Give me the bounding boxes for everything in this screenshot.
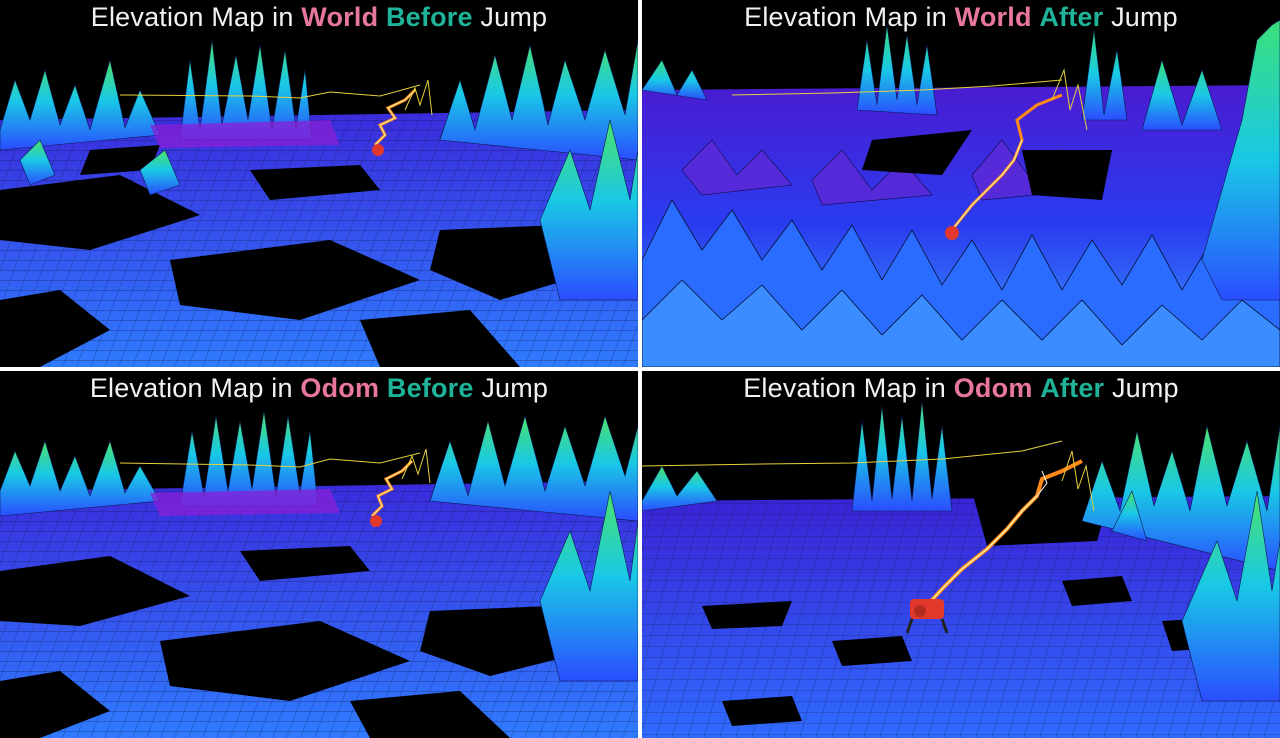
panel-world-after: Elevation Map in World After Jump xyxy=(642,0,1280,367)
title-suffix: Jump xyxy=(481,373,549,403)
panel-world-before: Elevation Map in World Before Jump xyxy=(0,0,638,367)
title-time-word: Before xyxy=(385,2,473,32)
panel-title: Elevation Map in Odom After Jump xyxy=(642,373,1280,404)
elevation-map-render xyxy=(642,19,1280,367)
title-frame-word: World xyxy=(301,2,379,32)
title-suffix: Jump xyxy=(1111,373,1179,403)
panel-title: Elevation Map in World Before Jump xyxy=(0,2,638,33)
panel-odom-after: Elevation Map in Odom After Jump xyxy=(642,371,1280,738)
title-prefix: Elevation Map in xyxy=(744,2,947,32)
title-frame-word: Odom xyxy=(300,373,380,403)
title-prefix: Elevation Map in xyxy=(89,373,293,403)
title-suffix: Jump xyxy=(1111,2,1178,32)
robot-marker xyxy=(905,599,949,634)
title-time-word: After xyxy=(1039,2,1104,32)
title-prefix: Elevation Map in xyxy=(743,373,947,403)
title-prefix: Elevation Map in xyxy=(90,2,294,32)
title-time-word: Before xyxy=(386,373,474,403)
elevation-map-render xyxy=(0,410,638,738)
elevation-map-render xyxy=(642,400,1280,738)
panel-odom-before: Elevation Map in Odom Before Jump xyxy=(0,371,638,738)
title-suffix: Jump xyxy=(480,2,548,32)
robot-marker xyxy=(372,144,384,156)
elevation-map-render xyxy=(0,39,638,367)
robot-marker xyxy=(945,226,959,240)
title-frame-word: World xyxy=(954,2,1032,32)
robot-marker xyxy=(370,515,382,527)
panel-title: Elevation Map in World After Jump xyxy=(642,2,1280,33)
title-time-word: After xyxy=(1040,373,1105,403)
title-frame-word: Odom xyxy=(953,373,1033,403)
panel-title: Elevation Map in Odom Before Jump xyxy=(0,373,638,404)
